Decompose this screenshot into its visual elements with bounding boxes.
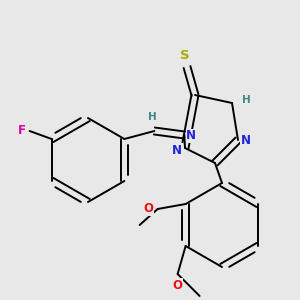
Text: N: N	[241, 134, 251, 146]
Text: S: S	[180, 49, 190, 62]
Text: N: N	[172, 143, 182, 157]
Text: H: H	[242, 95, 251, 105]
Text: N: N	[186, 130, 197, 142]
Text: F: F	[18, 124, 26, 137]
Text: O: O	[172, 279, 183, 292]
Text: O: O	[144, 202, 154, 215]
Text: H: H	[148, 112, 157, 122]
